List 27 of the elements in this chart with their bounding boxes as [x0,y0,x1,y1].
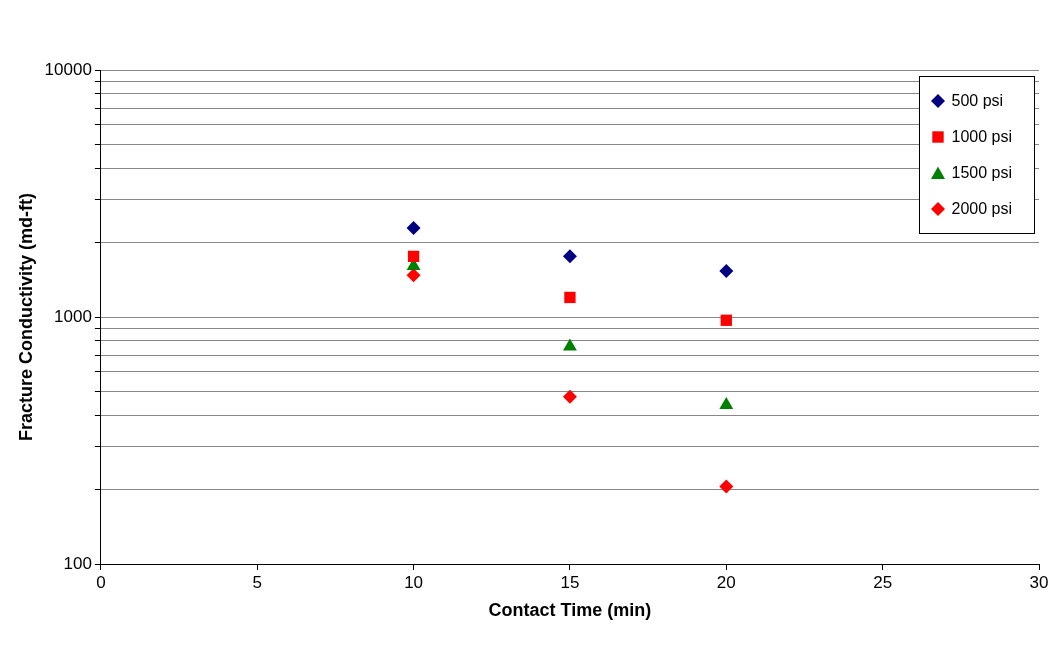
x-tick-label: 15 [560,572,580,592]
x-tick-label: 20 [716,572,736,592]
y-tick-label: 10000 [44,59,92,79]
y-tick-label: 100 [63,553,92,573]
legend-label: 500 psi [951,92,1004,110]
point [719,397,734,410]
point [407,250,420,263]
point [720,314,732,326]
x-axis-title: Contact Time (min) [488,600,652,621]
point [562,389,577,404]
x-tick-label: 25 [873,572,893,592]
point [719,264,734,279]
y-axis-title: Fracture Conductivity (md-ft) [15,192,36,442]
point [406,268,421,283]
x-tick-label: 10 [404,572,424,592]
legend-label: 1500 psi [951,164,1012,182]
x-tick-label: 0 [96,572,106,592]
legend-label: 1000 psi [951,128,1012,146]
y-tick-label: 1000 [54,306,92,326]
point [564,291,576,304]
point [563,338,577,351]
x-tick-label: 30 [1029,572,1049,592]
point [719,479,734,494]
point [562,249,577,264]
legend-label: 2000 psi [951,200,1012,218]
x-tick-label: 5 [252,572,262,592]
point [406,221,421,236]
